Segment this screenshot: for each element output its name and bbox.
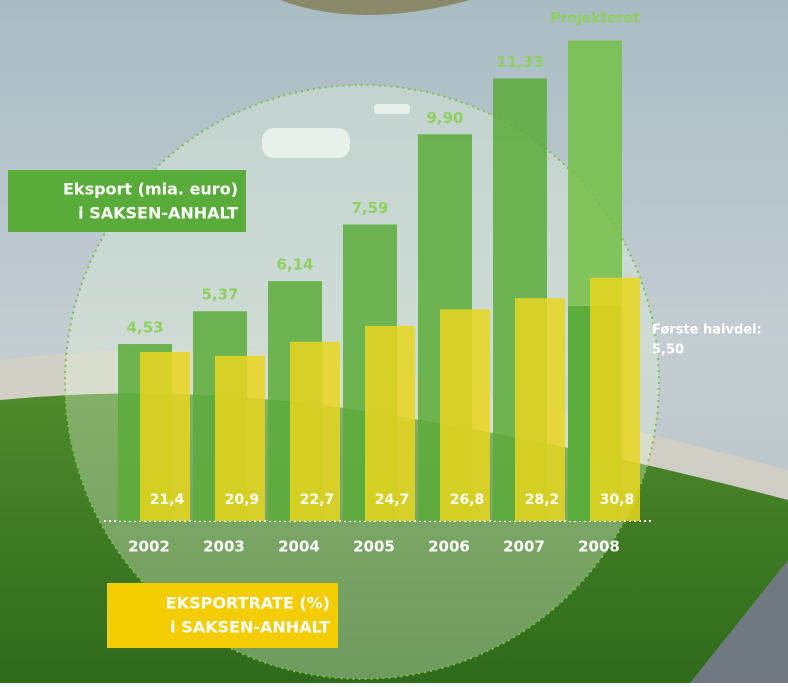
bar	[515, 298, 565, 521]
series-label: Projekteret	[550, 11, 640, 27]
value-label: 7,59	[351, 199, 388, 217]
value-label: 11,33	[496, 53, 543, 71]
x-tick-label: 2003	[203, 538, 245, 556]
legend-label: i SAKSEN-ANHALT	[170, 618, 330, 637]
bar	[440, 309, 490, 521]
x-tick-label: 2005	[353, 538, 395, 556]
value-label: 6,14	[276, 256, 313, 274]
x-tick-label: 2008	[578, 538, 620, 556]
value-label: 28,2	[525, 492, 560, 508]
value-label: 5,37	[201, 286, 238, 304]
value-label: 26,8	[450, 492, 485, 508]
value-label: 22,7	[300, 492, 335, 508]
value-label: 20,9	[225, 492, 260, 508]
value-label: 9,90	[426, 109, 463, 127]
x-tick-label: 2002	[128, 538, 170, 556]
value-label: 30,8	[600, 492, 635, 508]
x-tick-label: 2004	[278, 538, 320, 556]
value-label: 5,50	[652, 343, 684, 358]
value-label: 4,53	[126, 319, 163, 337]
annotation: Første halvdel:	[652, 323, 762, 338]
value-label: 24,7	[375, 492, 410, 508]
x-tick-label: 2007	[503, 538, 545, 556]
chart: 2002 2003 2004 2005 2006 2007 2008 Projekteret 4…	[0, 0, 788, 683]
legend-label: EKSPORTRATE (%)	[166, 594, 330, 613]
x-tick-label: 2006	[428, 538, 470, 556]
legend-label: i SAKSEN-ANHALT	[78, 204, 238, 223]
value-label: 21,4	[150, 492, 185, 508]
legend-label: Eksport (mia. euro)	[63, 180, 238, 199]
bar	[590, 278, 640, 521]
